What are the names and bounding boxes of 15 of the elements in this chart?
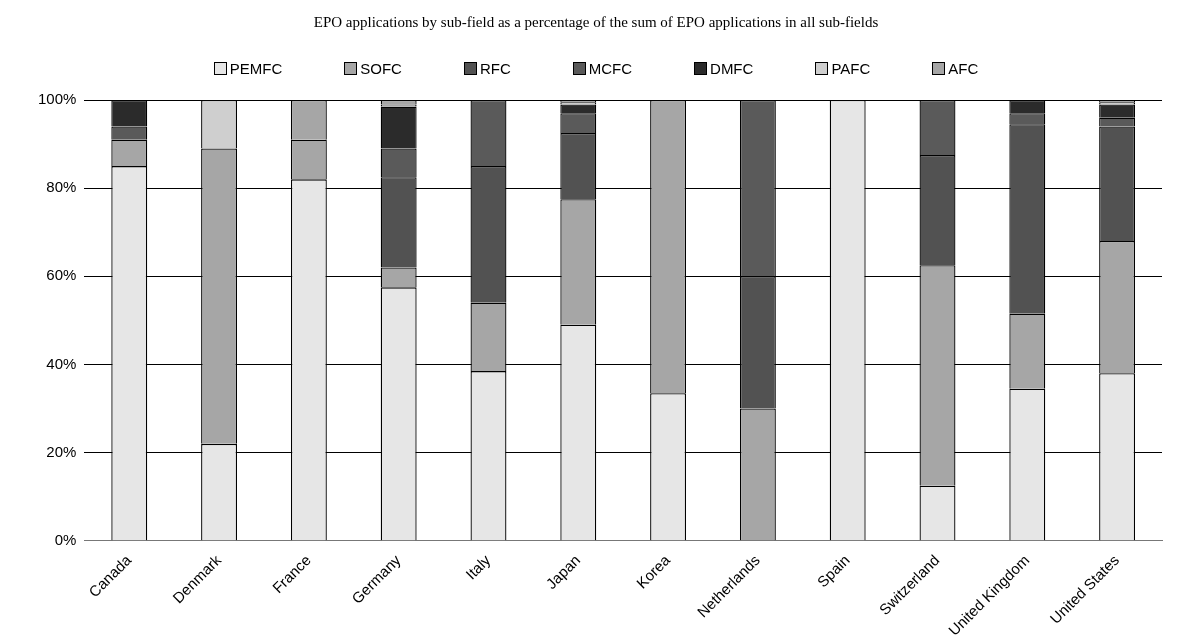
legend-label: DMFC: [710, 60, 754, 77]
y-tick-label: 20%: [46, 442, 77, 460]
y-tick-label: 40%: [46, 354, 77, 372]
legend-label: MCFC: [588, 60, 633, 77]
y-tick-label: 100%: [37, 90, 77, 108]
legend-label: RFC: [479, 60, 511, 77]
x-tick-label: Italy: [462, 550, 494, 583]
y-tick-label: 60%: [46, 266, 77, 284]
legend-label: PAFC: [831, 60, 871, 77]
legend-label: AFC: [948, 60, 979, 77]
y-tick-label: 80%: [46, 178, 77, 196]
legend-label: PEMFC: [229, 60, 283, 77]
y-tick-label: 0%: [54, 530, 77, 548]
chart-title: EPO applications by sub-field as a percentage of the sum of EPO applications in all sub-fields: [312, 14, 880, 32]
legend-label: SOFC: [360, 60, 402, 77]
